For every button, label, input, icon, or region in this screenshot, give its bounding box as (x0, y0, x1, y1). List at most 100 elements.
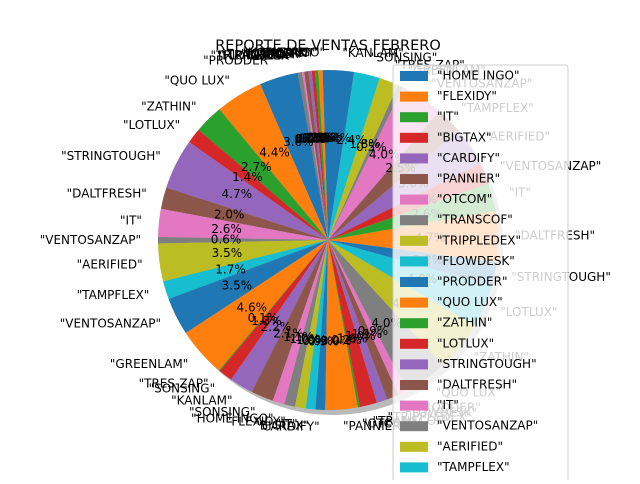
pie-slice (158, 208, 328, 240)
slice-label: "TRANSCOF" (221, 48, 297, 62)
slice-label: "IT" (120, 214, 142, 228)
slice-percent-label: 2.4% (336, 133, 367, 147)
slice-percent-label: 1.3% (251, 314, 282, 328)
slice-percent-label: 0.5% (356, 140, 387, 154)
legend-swatch (400, 338, 428, 349)
slice-label: "FLEXIDY" (226, 415, 286, 429)
legend-swatch (400, 91, 428, 102)
legend-entry-label: "AERIFIED" (437, 439, 503, 453)
pie-slice (231, 240, 328, 392)
pie-slice (304, 71, 328, 240)
legend-entry-label: "STRINGTOUGH" (437, 357, 537, 371)
slice-percent-label: 0.5% (311, 131, 342, 145)
slice-label: "HOME INGO" (242, 46, 325, 60)
slice-percent-label: 1.8% (349, 137, 380, 151)
pie-slice (311, 70, 328, 240)
slice-percent-label: 3.6% (283, 135, 314, 149)
slice-percent-label: 1.1% (352, 327, 383, 341)
pie-slice (325, 240, 358, 410)
slice-percent-label: 0.3% (306, 131, 337, 145)
slice-percent-label: 3.5% (212, 246, 243, 260)
slice-percent-label: 1.0% (345, 329, 376, 343)
legend-entry-label: "PANNIER" (437, 172, 500, 186)
slice-percent-label: 3.0% (321, 334, 352, 348)
legend-entry-label: "OTCOM" (437, 192, 492, 206)
legend-swatch (400, 359, 428, 370)
slice-percent-label: 4.4% (259, 146, 290, 160)
pie-slice (328, 78, 398, 240)
slice-percent-label: 0.4% (296, 132, 327, 146)
slice-label: "QUO LUX" (164, 73, 230, 87)
slice-label: "PRODDER" (203, 54, 273, 68)
pie-slice (328, 85, 403, 241)
slice-percent-label: 1.6% (337, 332, 368, 346)
slice-percent-label: 4.0% (369, 147, 400, 161)
pie-slice (328, 70, 355, 240)
legend-swatch (400, 462, 428, 473)
slice-percent-label: 4.6% (237, 300, 268, 314)
slice-label: "SONSING" (189, 405, 256, 419)
legend-entry-label: "QUO LUX" (437, 295, 503, 309)
pie-slices (158, 70, 499, 410)
pie-slice (284, 240, 328, 407)
slice-label: "LOTLUX" (123, 118, 180, 132)
slice-label: "TRIPPLEDEX" (211, 49, 295, 63)
legend-entry-label: "IT" (437, 110, 459, 124)
legend-swatch (400, 277, 428, 287)
legend-swatch (400, 194, 428, 205)
pie-slice (166, 141, 328, 240)
slice-label: "SONSING" (149, 382, 216, 396)
slice-label: "DALTFRESH" (67, 186, 147, 200)
slice-percent-label: 1.7% (215, 263, 246, 277)
slice-percent-label: 2.1% (273, 327, 304, 341)
slice-percent-label: 0.2% (331, 333, 362, 347)
pie-slice (301, 71, 328, 241)
slice-percent-label: 0.2% (298, 132, 329, 146)
slice-percent-label: 0.1% (248, 311, 279, 325)
pie-slice (328, 240, 360, 408)
pie-slice (189, 129, 328, 240)
slice-label: "IT" (293, 46, 315, 60)
slice-label: "CARDIFY" (245, 47, 308, 61)
slice-label: "BIGTAX" (254, 419, 309, 433)
pie-slice (322, 70, 328, 240)
slice-label: "SONSING" (371, 50, 438, 64)
legend-swatch (400, 400, 428, 411)
pie-slice (318, 70, 328, 240)
slice-label: "CARDIFY" (257, 419, 320, 433)
pie-slice (328, 240, 377, 407)
legend-entry-label: "TRIPPLEDEX" (437, 233, 521, 247)
legend-entry-label: "DALTFRESH" (437, 378, 517, 392)
legend-entry-label: "CARDIFY" (437, 151, 500, 165)
pie-slice (163, 240, 328, 300)
legend-entry-label: "IT" (437, 398, 459, 412)
slice-percent-label: 2.4% (321, 131, 352, 145)
slice-percent-label: 2.7% (241, 160, 272, 174)
pie-slice (328, 240, 388, 403)
legend-entry-label: "TAMPFLEX" (437, 460, 510, 474)
legend-swatch (400, 297, 428, 308)
slice-label: "AERIFIED" (77, 257, 143, 271)
legend-entry-label: "HOME INGO" (437, 69, 520, 83)
slice-label: "PANNIER" (343, 419, 406, 433)
slice-label: "VENTOSANZAP" (40, 233, 141, 247)
slice-percent-label: 0.4% (300, 131, 331, 145)
slice-percent-label: 1.1% (283, 330, 314, 344)
slice-percent-label: 1.4% (232, 170, 263, 184)
slice-label: "IT" (276, 417, 298, 431)
legend-entry-label: "LOTLUX" (437, 336, 494, 350)
slice-label: "KANLAM" (342, 46, 403, 60)
legend-swatch (400, 215, 428, 226)
slice-percent-label: 0.0% (295, 132, 326, 146)
slice-percent-label: 0.3% (304, 131, 335, 145)
pie-slice (314, 70, 328, 241)
pie-slice (308, 70, 328, 240)
legend-swatch (400, 112, 428, 123)
slice-label: "VENTOSANZAP" (60, 317, 161, 331)
slice-percent-label: 3.5% (222, 278, 253, 292)
pie-slice (251, 240, 328, 401)
slice-percent-label: 0.3% (302, 131, 333, 145)
pie-slice (168, 240, 328, 334)
slice-label: "KANLAM" (171, 393, 232, 407)
